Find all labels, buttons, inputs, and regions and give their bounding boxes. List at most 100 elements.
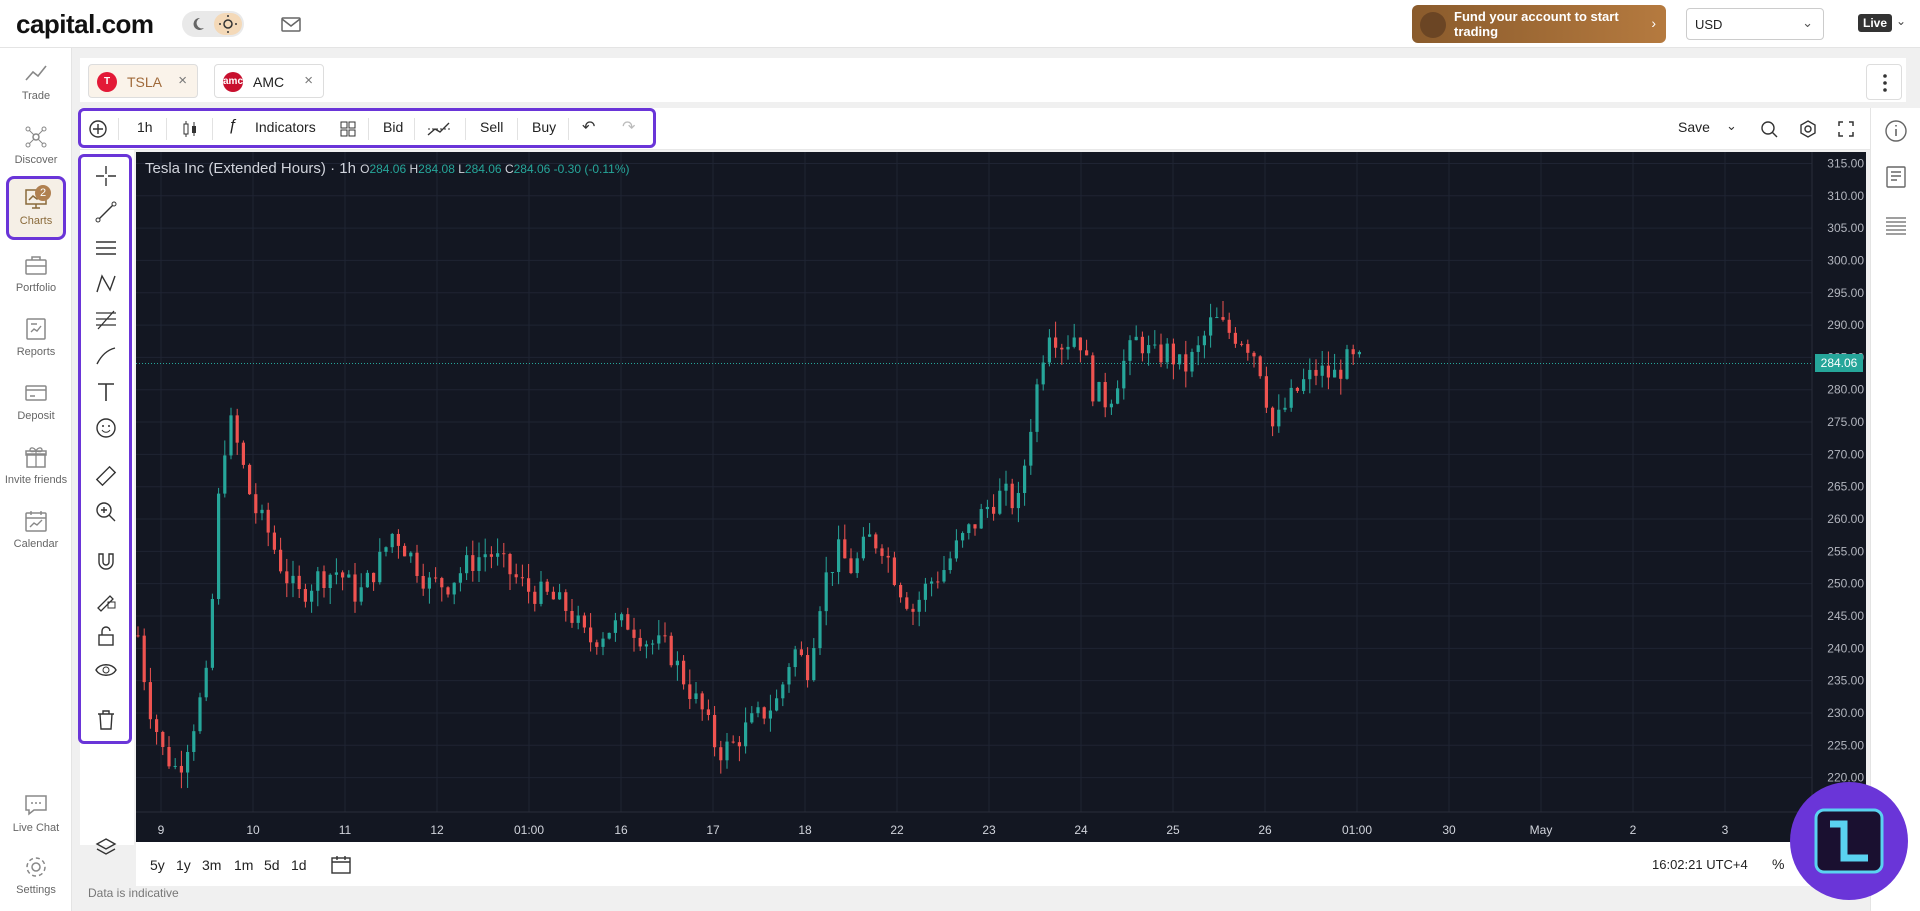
candle-body (291, 575, 295, 584)
candle-body (787, 667, 791, 685)
y-tick-label: 255.00 (1827, 544, 1864, 558)
pattern-icon[interactable] (94, 272, 118, 296)
gift-icon (25, 447, 47, 468)
interval-button[interactable]: 1h (137, 119, 153, 135)
candle-body (1252, 352, 1256, 357)
buy-button[interactable]: Buy (532, 119, 557, 135)
candle-body (179, 765, 183, 773)
sidebar-item-discover[interactable]: Discover (0, 118, 72, 178)
y-tick-label: 250.00 (1827, 577, 1864, 591)
redo-icon[interactable]: ↷ (622, 119, 636, 136)
candle-body (483, 554, 487, 558)
theme-toggle[interactable] (182, 11, 244, 37)
timeframe-1y[interactable]: 1y (176, 857, 191, 873)
crosshair-icon[interactable] (94, 164, 118, 188)
candle-body (874, 534, 878, 549)
clock: 16:02:21 UTC+4 (1652, 857, 1748, 872)
logo[interactable]: capital.com (16, 9, 154, 39)
indicators-button[interactable]: Indicators (255, 119, 316, 135)
sidebar-item-charts[interactable]: Charts 2 (6, 176, 66, 240)
sidebar-item-settings[interactable]: Settings (0, 848, 72, 908)
candle-body (1221, 317, 1225, 320)
timeframe-5y[interactable]: 5y (150, 857, 165, 873)
news-icon[interactable] (1883, 164, 1909, 190)
candle-body (551, 591, 555, 600)
date-range-icon[interactable] (330, 854, 352, 876)
currency-select[interactable]: USD ⌄ (1686, 8, 1824, 40)
fund-account-banner[interactable]: Fund your account to start trading › (1412, 5, 1666, 43)
sidebar-item-invite-friends[interactable]: Invite friends (0, 438, 72, 498)
candle-body (142, 635, 146, 683)
undo-icon[interactable]: ↶ (582, 119, 596, 136)
add-symbol-icon[interactable] (88, 119, 108, 139)
close-icon[interactable]: × (304, 72, 313, 89)
settings-icon[interactable] (1798, 119, 1818, 139)
timeframe-1d[interactable]: 1d (291, 857, 307, 873)
price-chart[interactable]: 315.00310.00305.00300.00295.00290.00285.… (136, 152, 1866, 842)
sidebar-item-live-chat[interactable]: Live Chat (0, 786, 72, 846)
emoji-icon[interactable] (94, 416, 118, 440)
candle-body (533, 591, 537, 604)
candle-body (855, 558, 859, 574)
order-book-icon[interactable] (1883, 212, 1909, 238)
trash-icon[interactable] (94, 708, 118, 732)
fib-retracement-icon[interactable] (94, 308, 118, 332)
lock-drawing-icon[interactable] (94, 588, 118, 612)
bid-button[interactable]: Bid (383, 119, 404, 135)
sidebar-item-portfolio[interactable]: Portfolio (0, 246, 72, 306)
candle-body (390, 533, 394, 548)
candle-body (1295, 387, 1299, 391)
candle-body (936, 581, 940, 583)
y-tick-label: 235.00 (1827, 674, 1864, 688)
tab-tsla[interactable]: T TSLA × (88, 64, 198, 98)
deposit-icon (25, 385, 47, 401)
candle-body (477, 557, 481, 571)
save-button[interactable]: Save (1678, 119, 1710, 135)
chart-canvas[interactable]: 315.00310.00305.00300.00295.00290.00285.… (136, 152, 1866, 842)
candle-body (837, 539, 841, 573)
sell-button[interactable]: Sell (480, 119, 504, 135)
more-options-button[interactable] (1866, 64, 1902, 100)
percent-toggle[interactable]: % (1772, 856, 1785, 872)
live-account-badge[interactable]: Live (1858, 14, 1893, 32)
sidebar-item-reports[interactable]: Reports (0, 310, 72, 370)
candle-body (353, 574, 357, 602)
amc-logo-icon: amc (223, 72, 243, 92)
candle-body (279, 549, 283, 572)
trend-line-icon[interactable] (94, 200, 118, 224)
sidebar-item-trade[interactable]: Trade (0, 54, 72, 114)
sidebar-item-calendar[interactable]: Calendar (0, 502, 72, 562)
candle-body (1302, 379, 1306, 391)
horizontal-lines-icon[interactable] (94, 236, 118, 260)
candle-body (979, 509, 983, 529)
candle-body (1023, 465, 1027, 494)
eye-icon[interactable] (94, 658, 118, 682)
chevron-down-icon[interactable]: ⌄ (1896, 14, 1907, 28)
layout-grid-icon[interactable] (338, 119, 358, 139)
unlock-icon[interactable] (94, 624, 118, 648)
text-icon[interactable] (94, 380, 118, 404)
fullscreen-icon[interactable] (1836, 119, 1856, 139)
candlestick-type-icon[interactable] (180, 119, 200, 139)
x-tick-label: 25 (1166, 823, 1180, 837)
close-icon[interactable]: × (178, 72, 187, 89)
timeframe-3m[interactable]: 3m (202, 857, 222, 873)
sidebar-item-deposit[interactable]: Deposit (0, 374, 72, 434)
info-icon[interactable] (1883, 118, 1909, 144)
layers-icon[interactable] (94, 836, 118, 860)
candle-body (961, 533, 965, 541)
timeframe-5d[interactable]: 5d (264, 857, 280, 873)
timeframe-1m[interactable]: 1m (234, 857, 254, 873)
zoom-in-icon[interactable] (94, 500, 118, 524)
magnet-icon[interactable] (94, 550, 118, 574)
quick-search-icon[interactable] (1760, 119, 1780, 139)
trend-compare-icon[interactable] (426, 119, 452, 139)
mail-icon[interactable] (280, 13, 302, 35)
y-tick-label: 315.00 (1827, 156, 1864, 170)
tab-amc[interactable]: amc AMC × (214, 64, 324, 98)
brush-icon[interactable] (94, 344, 118, 368)
candle-body (806, 655, 810, 681)
chevron-down-icon[interactable]: ⌄ (1726, 118, 1737, 133)
ruler-icon[interactable] (94, 464, 118, 488)
candle-body (272, 532, 276, 550)
